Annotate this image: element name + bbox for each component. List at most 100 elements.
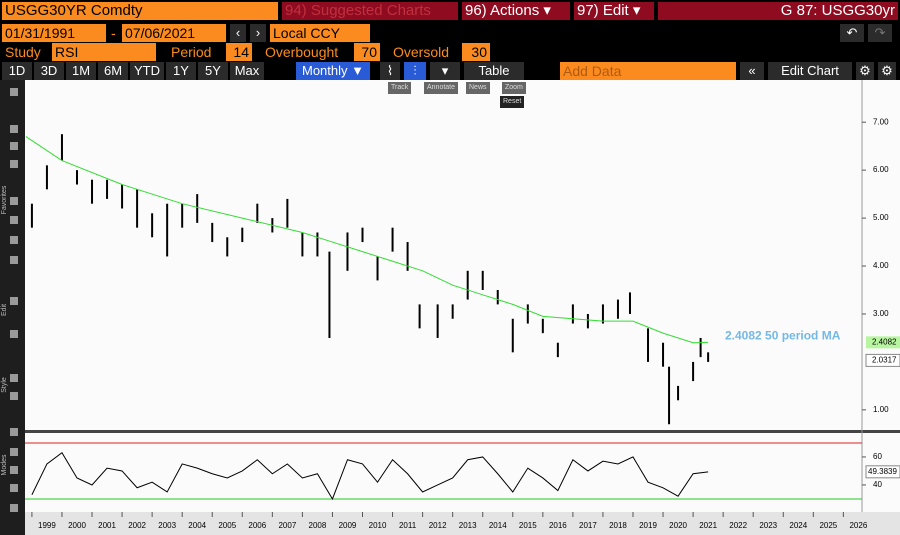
x-tick-label: 2012: [429, 521, 447, 530]
x-tick-label: 2016: [549, 521, 567, 530]
x-tick-label: 2005: [218, 521, 236, 530]
x-tick-label: 2018: [609, 521, 627, 530]
chart-tool[interactable]: Annotate: [424, 82, 459, 94]
x-tick-label: 2007: [278, 521, 296, 530]
side-label: Style: [1, 377, 8, 393]
oversold-field[interactable]: 30: [462, 43, 490, 61]
range-button[interactable]: 1D: [2, 62, 32, 80]
x-tick-label: 2026: [849, 521, 867, 530]
x-tick-label: 2010: [369, 521, 387, 530]
y-tick-label: 5.00: [873, 213, 889, 222]
start-date[interactable]: 01/31/1991: [2, 24, 106, 42]
y-tick-label: 4.00: [873, 261, 889, 270]
side-label: Modes: [1, 454, 8, 476]
y-tick-label: 40: [873, 480, 882, 489]
next-button[interactable]: ›: [250, 24, 266, 42]
prev-button[interactable]: ‹: [230, 24, 246, 42]
bar-icon[interactable]: ⫶: [404, 62, 426, 80]
rsi-last-label: 49.3839: [868, 467, 897, 476]
range-button[interactable]: Max: [230, 62, 264, 80]
undo-button[interactable]: ↶: [840, 24, 864, 42]
x-tick-label: 2011: [399, 521, 417, 530]
x-tick-label: 2025: [819, 521, 837, 530]
end-date[interactable]: 07/06/2021: [122, 24, 226, 42]
x-tick-label: 2008: [309, 521, 327, 530]
x-tick-label: 2000: [68, 521, 86, 530]
period-label: Period: [168, 43, 224, 61]
x-tick-label: 1999: [38, 521, 56, 530]
tool-icons: [10, 88, 18, 512]
overbought-field[interactable]: 70: [354, 43, 380, 61]
x-tick-label: 2024: [789, 521, 807, 530]
x-tick-label: 2014: [489, 521, 507, 530]
overbought-label: Overbought: [262, 43, 352, 61]
edit-chart-button[interactable]: Edit Chart: [768, 62, 852, 80]
range-button[interactable]: 1M: [66, 62, 96, 80]
panel-divider: [25, 430, 900, 433]
currency-field[interactable]: Local CCY: [270, 24, 370, 42]
table-button[interactable]: Table: [464, 62, 524, 80]
y-tick-label: 60: [873, 452, 882, 461]
x-tick-label: 2020: [669, 521, 687, 530]
y-tick-label: 7.00: [873, 117, 889, 126]
page-title: G 87: USGG30yr: [658, 2, 898, 20]
x-tick-label: 2004: [188, 521, 206, 530]
settings-button-2[interactable]: ⚙: [878, 62, 896, 80]
range-button[interactable]: 1Y: [166, 62, 196, 80]
moving-average: [25, 136, 709, 344]
oversold-label: Oversold: [390, 43, 460, 61]
range-button[interactable]: 6M: [98, 62, 128, 80]
rsi-line: [31, 452, 709, 501]
suggested-charts[interactable]: 94) Suggested Charts: [282, 2, 458, 20]
y-tick-label: 1.00: [873, 405, 889, 414]
redo-button[interactable]: ↷: [868, 24, 892, 42]
x-tick-label: 2006: [248, 521, 266, 530]
y-tick-label: 6.00: [873, 165, 889, 174]
x-tick-label: 2019: [639, 521, 657, 530]
ma-last-label: 2.4082: [872, 337, 897, 346]
actions-menu[interactable]: 96) Actions ▾: [462, 2, 570, 20]
date-separator: -: [108, 24, 122, 42]
x-tick-label: 2021: [699, 521, 717, 530]
x-tick-label: 2002: [128, 521, 146, 530]
settings-button[interactable]: ⚙: [856, 62, 874, 80]
add-data-field[interactable]: Add Data: [560, 62, 736, 80]
x-tick-label: 2009: [339, 521, 357, 530]
chart: Favorites Edit Style Modes 1999 2000 2001 2002 2…: [0, 80, 900, 535]
side-label: Favorites: [1, 185, 8, 214]
rsi-panel: [25, 433, 900, 512]
frequency-select[interactable]: Monthly ▼: [296, 62, 370, 80]
chart-type-drop[interactable]: ▾: [430, 62, 460, 80]
edit-menu[interactable]: 97) Edit ▾: [574, 2, 654, 20]
x-tick-label: 2003: [158, 521, 176, 530]
x-tick-label: 2001: [98, 521, 116, 530]
chart-tool[interactable]: Reset: [500, 96, 525, 108]
range-button[interactable]: 3D: [34, 62, 64, 80]
side-label: Edit: [1, 304, 8, 316]
chart-tool[interactable]: Zoom: [502, 82, 526, 94]
x-tick-label: 2023: [759, 521, 777, 530]
last-label: 2.0317: [872, 356, 897, 365]
x-tick-label: 2015: [519, 521, 537, 530]
last-box: [865, 353, 900, 367]
side-toolbar: [0, 80, 25, 535]
security-field[interactable]: USGG30YR Comdty: [2, 2, 278, 20]
x-axis-band: [25, 512, 900, 535]
x-tick-label: 2017: [579, 521, 597, 530]
chart-tool[interactable]: Track: [388, 82, 412, 94]
range-button[interactable]: YTD: [130, 62, 164, 80]
period-field[interactable]: 14: [226, 43, 252, 61]
study-label: Study: [2, 43, 50, 61]
price-panel: [25, 80, 900, 430]
chart-tool[interactable]: News: [466, 82, 490, 94]
line-icon[interactable]: ⌇: [380, 62, 400, 80]
range-button[interactable]: 5Y: [198, 62, 228, 80]
collapse-button[interactable]: «: [740, 62, 764, 80]
ma-last-box: [866, 336, 900, 349]
rsi-last-box: [865, 465, 900, 479]
ma-annotation: 2.4082 50 period MA: [725, 329, 841, 343]
y-tick-label: 3.00: [873, 309, 889, 318]
x-tick-label: 2013: [459, 521, 477, 530]
study-field[interactable]: RSI: [52, 43, 156, 61]
